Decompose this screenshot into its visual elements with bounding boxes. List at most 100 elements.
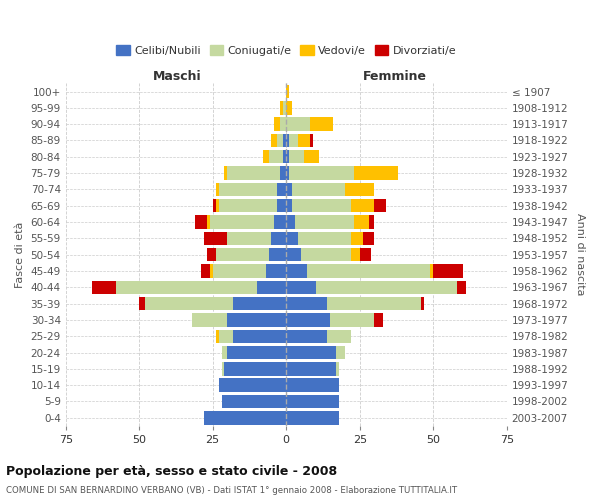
Bar: [221, 362, 224, 376]
Bar: [116, 280, 257, 294]
Bar: [336, 362, 339, 376]
Bar: [283, 134, 286, 147]
Bar: [286, 248, 301, 262]
Bar: [286, 134, 289, 147]
Bar: [274, 216, 286, 228]
Bar: [210, 264, 212, 278]
Bar: [218, 199, 277, 212]
Bar: [286, 85, 289, 98]
Bar: [286, 330, 328, 343]
Text: COMUNE DI SAN BERNARDINO VERBANO (VB) - Dati ISTAT 1° gennaio 2008 - Elaborazion: COMUNE DI SAN BERNARDINO VERBANO (VB) - …: [6, 486, 457, 495]
Bar: [280, 118, 286, 131]
Bar: [286, 313, 331, 326]
Bar: [351, 199, 374, 212]
Text: Femmine: Femmine: [363, 70, 427, 84]
Bar: [210, 216, 274, 228]
Bar: [218, 330, 233, 343]
Bar: [289, 166, 354, 180]
Bar: [289, 134, 298, 147]
Bar: [433, 264, 463, 278]
Bar: [204, 411, 286, 424]
Bar: [360, 248, 371, 262]
Bar: [298, 232, 351, 245]
Bar: [257, 280, 286, 294]
Bar: [286, 118, 310, 131]
Bar: [292, 182, 345, 196]
Bar: [286, 182, 292, 196]
Bar: [286, 199, 292, 212]
Text: Popolazione per età, sesso e stato civile - 2008: Popolazione per età, sesso e stato civil…: [6, 464, 337, 477]
Bar: [316, 280, 457, 294]
Bar: [227, 346, 286, 359]
Bar: [374, 313, 383, 326]
Bar: [362, 232, 374, 245]
Bar: [139, 297, 145, 310]
Bar: [195, 216, 207, 228]
Bar: [286, 101, 292, 114]
Bar: [368, 216, 374, 228]
Bar: [328, 297, 421, 310]
Bar: [218, 378, 286, 392]
Bar: [286, 362, 336, 376]
Bar: [354, 216, 368, 228]
Bar: [215, 182, 218, 196]
Bar: [286, 232, 298, 245]
Y-axis label: Anni di nascita: Anni di nascita: [575, 214, 585, 296]
Bar: [286, 411, 339, 424]
Bar: [292, 199, 351, 212]
Bar: [221, 395, 286, 408]
Bar: [221, 346, 227, 359]
Bar: [145, 297, 233, 310]
Bar: [457, 280, 466, 294]
Bar: [277, 134, 283, 147]
Bar: [286, 378, 339, 392]
Bar: [280, 101, 283, 114]
Y-axis label: Fasce di età: Fasce di età: [15, 222, 25, 288]
Bar: [227, 313, 286, 326]
Bar: [336, 346, 345, 359]
Bar: [310, 134, 313, 147]
Bar: [233, 330, 286, 343]
Bar: [295, 216, 354, 228]
Bar: [286, 264, 307, 278]
Bar: [298, 134, 310, 147]
Bar: [354, 166, 398, 180]
Text: Maschi: Maschi: [153, 70, 202, 84]
Bar: [201, 264, 210, 278]
Bar: [233, 297, 286, 310]
Bar: [283, 101, 286, 114]
Bar: [286, 280, 316, 294]
Bar: [286, 395, 339, 408]
Bar: [280, 166, 286, 180]
Bar: [331, 313, 374, 326]
Bar: [286, 166, 289, 180]
Bar: [227, 232, 271, 245]
Bar: [421, 297, 424, 310]
Bar: [271, 134, 277, 147]
Bar: [289, 150, 304, 164]
Bar: [227, 166, 280, 180]
Bar: [212, 199, 215, 212]
Bar: [286, 150, 289, 164]
Bar: [92, 280, 116, 294]
Bar: [212, 264, 266, 278]
Bar: [277, 199, 286, 212]
Bar: [283, 150, 286, 164]
Bar: [274, 118, 280, 131]
Bar: [224, 362, 286, 376]
Bar: [224, 166, 227, 180]
Bar: [351, 248, 360, 262]
Legend: Celibi/Nubili, Coniugati/e, Vedovi/e, Divorziati/e: Celibi/Nubili, Coniugati/e, Vedovi/e, Di…: [112, 41, 461, 60]
Bar: [207, 248, 215, 262]
Bar: [192, 313, 227, 326]
Bar: [269, 150, 283, 164]
Bar: [215, 248, 269, 262]
Bar: [286, 346, 336, 359]
Bar: [271, 232, 286, 245]
Bar: [215, 199, 218, 212]
Bar: [277, 182, 286, 196]
Bar: [263, 150, 269, 164]
Bar: [307, 264, 430, 278]
Bar: [286, 216, 295, 228]
Bar: [310, 118, 333, 131]
